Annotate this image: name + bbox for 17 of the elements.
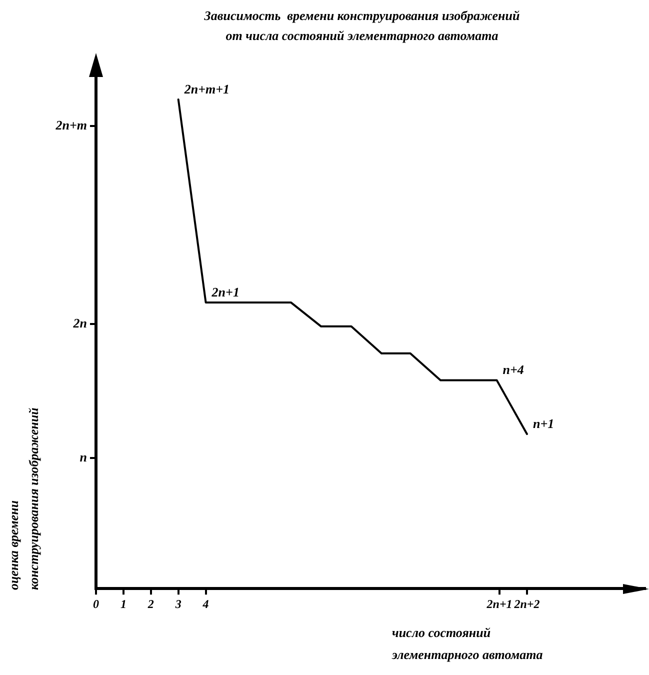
x-tick-label: 3 [174,596,182,611]
x-tick-label: 2n+2 [513,596,540,611]
x-axis-title: число состояний элементарного автомата [391,625,544,662]
y-axis-title: оценка времени конструирования изображений [6,408,41,590]
x-tick-label: 2 [146,596,154,611]
x-tick-label: 0 [93,596,99,611]
x-tick-label: 4 [202,596,209,611]
text: 2n [72,315,87,330]
annotation: n+4 [502,362,524,378]
text: n [80,449,87,464]
chart-title: Зависимость времени конструирования изображений от числа состояний элементарного автомата [203,8,520,43]
x-tick-label: 2n+1 [486,596,512,611]
annotation: 2n+m+1 [183,81,230,96]
annotation: 2n+1 [210,284,240,300]
x-tick-label: 1 [120,596,126,611]
text: 2n+m [54,117,87,132]
annotation: n+1 [532,416,554,432]
